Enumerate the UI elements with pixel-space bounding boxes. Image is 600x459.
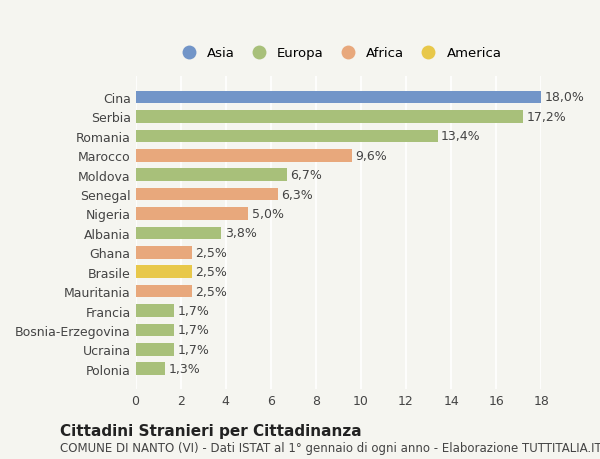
Bar bbox=[136, 285, 192, 298]
Text: 2,5%: 2,5% bbox=[196, 266, 227, 279]
Bar bbox=[136, 208, 248, 220]
Text: 2,5%: 2,5% bbox=[196, 246, 227, 259]
Text: 1,3%: 1,3% bbox=[168, 363, 200, 375]
Text: 1,7%: 1,7% bbox=[178, 304, 209, 317]
Text: 6,7%: 6,7% bbox=[290, 169, 322, 182]
Bar bbox=[136, 324, 174, 336]
Text: 17,2%: 17,2% bbox=[527, 111, 566, 123]
Bar bbox=[136, 150, 352, 162]
Legend: Asia, Europa, Africa, America: Asia, Europa, Africa, America bbox=[172, 43, 505, 64]
Text: 5,0%: 5,0% bbox=[251, 207, 284, 220]
Text: 1,7%: 1,7% bbox=[178, 343, 209, 356]
Bar bbox=[136, 266, 192, 279]
Bar bbox=[136, 246, 192, 259]
Text: 18,0%: 18,0% bbox=[545, 91, 584, 104]
Text: 13,4%: 13,4% bbox=[441, 130, 481, 143]
Text: 1,7%: 1,7% bbox=[178, 324, 209, 337]
Text: COMUNE DI NANTO (VI) - Dati ISTAT al 1° gennaio di ogni anno - Elaborazione TUTT: COMUNE DI NANTO (VI) - Dati ISTAT al 1° … bbox=[60, 442, 600, 454]
Bar bbox=[136, 343, 174, 356]
Bar bbox=[136, 363, 165, 375]
Text: 6,3%: 6,3% bbox=[281, 188, 313, 201]
Text: Cittadini Stranieri per Cittadinanza: Cittadini Stranieri per Cittadinanza bbox=[60, 423, 362, 438]
Bar bbox=[136, 169, 287, 182]
Bar bbox=[136, 305, 174, 317]
Text: 2,5%: 2,5% bbox=[196, 285, 227, 298]
Bar bbox=[136, 91, 541, 104]
Text: 3,8%: 3,8% bbox=[224, 227, 257, 240]
Bar bbox=[136, 130, 437, 143]
Bar bbox=[136, 188, 278, 201]
Bar bbox=[136, 111, 523, 123]
Text: 9,6%: 9,6% bbox=[355, 149, 387, 162]
Bar bbox=[136, 227, 221, 240]
